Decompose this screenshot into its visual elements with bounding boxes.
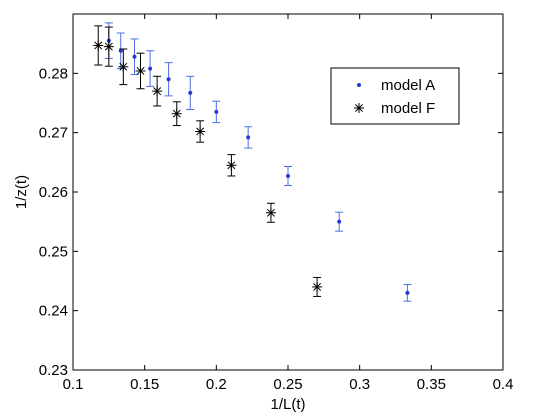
data-point <box>312 281 323 292</box>
y-tick-label: 0.25 <box>39 243 68 260</box>
data-point <box>188 90 193 95</box>
asterisk-stroke <box>313 282 322 291</box>
data-point <box>337 219 342 224</box>
data-point <box>148 66 153 71</box>
series-model-a <box>104 22 412 302</box>
x-tick-label: 0.15 <box>130 376 159 393</box>
data-point <box>93 40 104 51</box>
data-point <box>132 54 137 59</box>
y-tick-label: 0.24 <box>39 303 68 320</box>
legend-box <box>330 67 460 125</box>
data-point <box>265 207 276 218</box>
legend: model A model F <box>330 67 460 125</box>
asterisk-stroke <box>119 62 128 71</box>
x-tick-label: 0.25 <box>273 376 302 393</box>
asterisk-stroke <box>227 161 236 170</box>
asterisk-stroke <box>266 208 275 217</box>
x-tick-label: 0.1 <box>63 376 84 393</box>
x-tick-label: 0.2 <box>206 376 227 393</box>
asterisk-stroke <box>94 41 103 50</box>
data-point <box>405 290 410 295</box>
asterisk-stroke <box>355 104 363 112</box>
y-tick-label: 0.27 <box>39 125 68 142</box>
series-layer <box>93 22 412 302</box>
data-point <box>135 65 146 76</box>
y-tick-label: 0.23 <box>39 362 68 379</box>
data-point <box>226 160 237 171</box>
y-axis-ticks: 0.23 0.24 0.25 0.26 0.27 0.28 <box>39 65 503 379</box>
data-point <box>103 41 114 52</box>
asterisk-stroke <box>172 109 181 118</box>
legend-marker <box>357 83 361 87</box>
asterisk-stroke <box>104 42 113 51</box>
series-model-f <box>93 25 323 297</box>
x-axis-ticks: 0.1 0.15 0.2 0.25 0.3 0.35 0.4 <box>63 14 514 393</box>
data-point <box>171 108 182 119</box>
y-tick-label: 0.28 <box>39 65 68 82</box>
data-point <box>166 77 171 82</box>
x-tick-label: 0.35 <box>417 376 446 393</box>
data-point <box>246 135 251 140</box>
data-point <box>118 61 129 72</box>
legend-label: model A <box>381 77 435 94</box>
data-point <box>118 48 123 53</box>
data-point <box>152 86 163 97</box>
x-tick-label: 0.4 <box>493 376 514 393</box>
data-point <box>286 173 290 178</box>
data-point <box>195 126 206 137</box>
y-tick-label: 0.26 <box>39 184 68 201</box>
data-point <box>214 109 219 114</box>
legend-label: model F <box>381 100 435 117</box>
asterisk-stroke <box>136 67 145 75</box>
legend-marker <box>354 103 364 113</box>
y-axis-label: 1/z(t) <box>13 175 30 209</box>
asterisk-stroke <box>153 87 162 96</box>
x-axis-label: 1/L(t) <box>270 396 305 413</box>
asterisk-stroke <box>196 127 205 136</box>
x-tick-label: 0.3 <box>349 376 370 393</box>
